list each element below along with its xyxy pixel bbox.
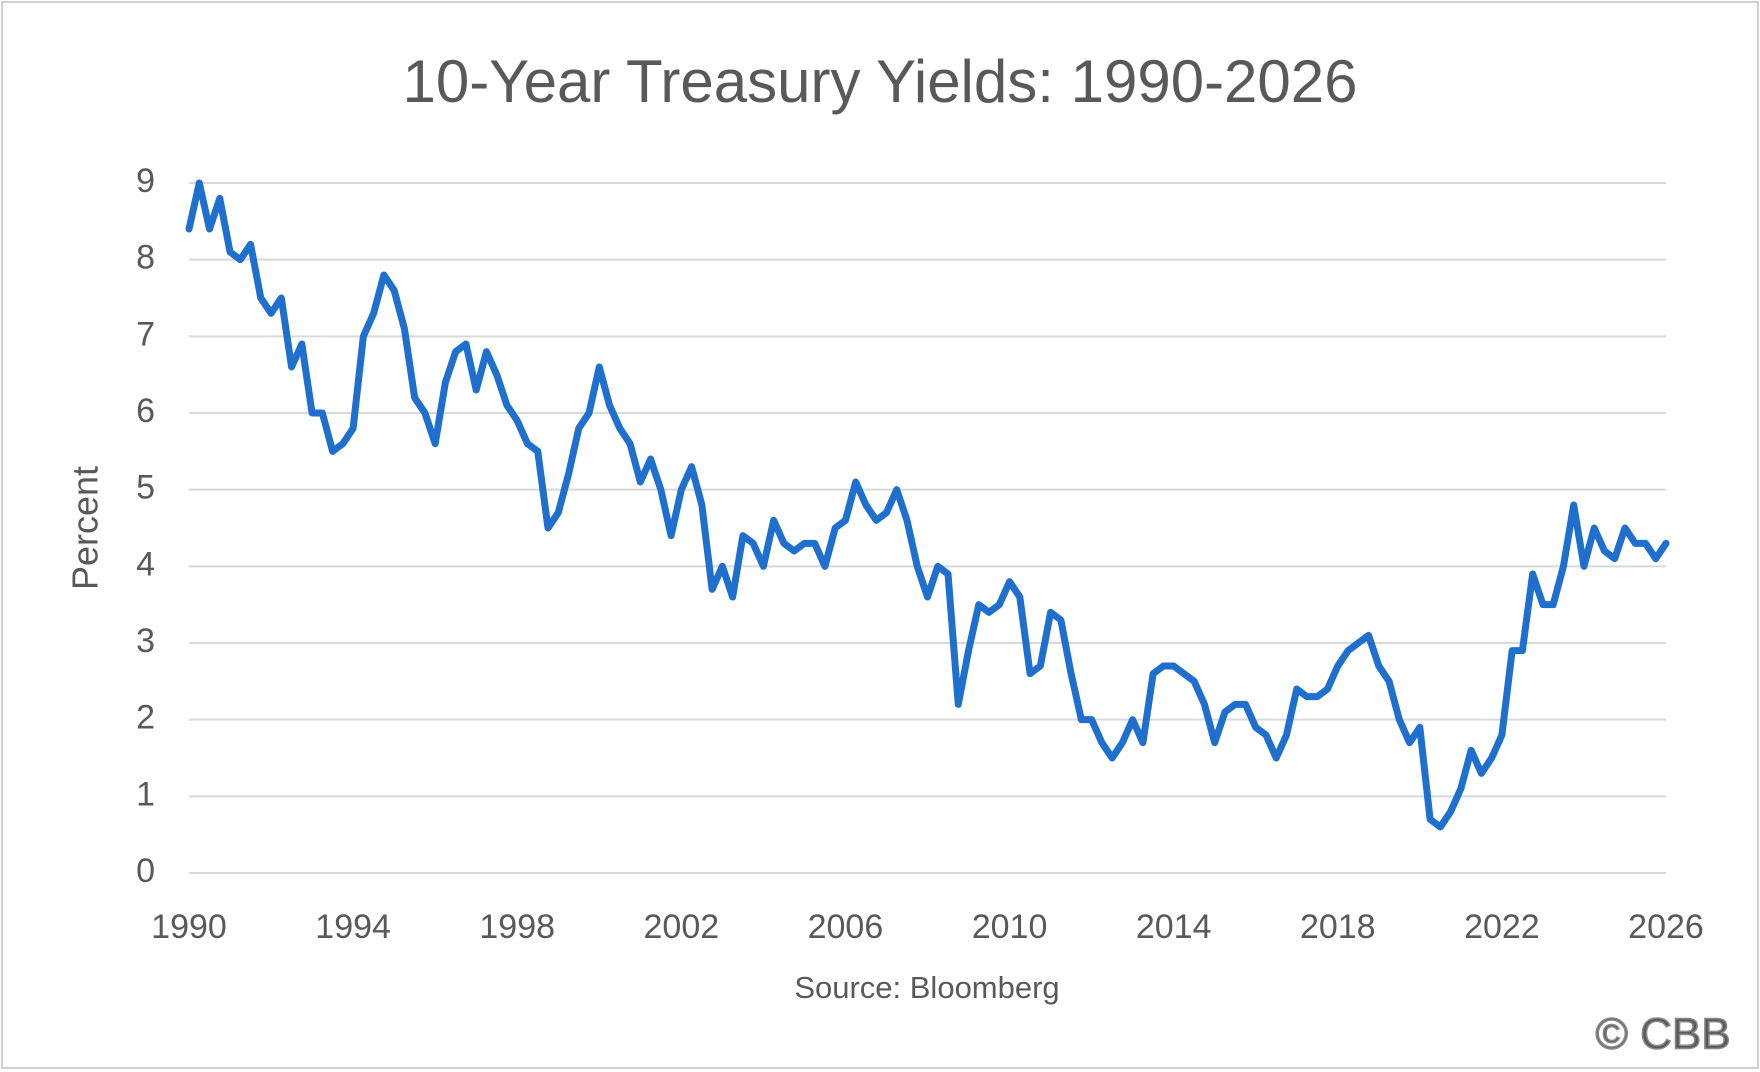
y-tick-label: 2: [136, 699, 155, 737]
x-tick-label: 2026: [1628, 908, 1704, 946]
y-tick-label: 7: [136, 315, 155, 353]
y-tick-label: 9: [136, 162, 155, 200]
x-tick-label: 2002: [644, 908, 720, 946]
y-axis-label: Percent: [65, 466, 106, 590]
y-tick-label: 3: [136, 622, 155, 660]
x-tick-label: 1994: [315, 908, 391, 946]
x-tick-label: 2018: [1300, 908, 1376, 946]
y-tick-label: 5: [136, 469, 155, 507]
x-tick-label: 2010: [972, 908, 1048, 946]
x-tick-label: 2014: [1136, 908, 1212, 946]
y-tick-label: 4: [136, 545, 155, 583]
x-tick-label: 2006: [808, 908, 884, 946]
y-tick-label: 0: [136, 852, 155, 890]
source-note: Source: Bloomberg: [794, 970, 1059, 1005]
data-line: [185, 179, 1670, 831]
watermark: © CBB: [1595, 1010, 1730, 1059]
x-tick-label: 1998: [479, 908, 555, 946]
x-tick-label: 2022: [1464, 908, 1540, 946]
chart-title: 10-Year Treasury Yields: 1990-2026: [402, 48, 1357, 115]
y-tick-label: 1: [136, 775, 155, 813]
y-tick-label: 8: [136, 239, 155, 277]
x-tick-label: 1990: [151, 908, 227, 946]
y-tick-label: 6: [136, 392, 155, 430]
